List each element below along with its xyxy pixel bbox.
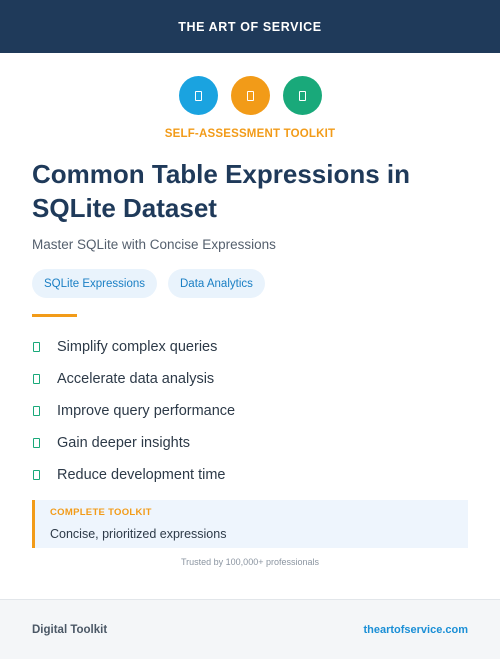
eyebrow-label: SELF-ASSESSMENT TOOLKIT (164, 128, 336, 140)
callout-box: COMPLETE TOOLKIT Concise, prioritized ex… (32, 500, 468, 548)
tag-data-analytics: Data Analytics (168, 269, 265, 298)
top-banner: THE ART OF SERVICE (0, 0, 500, 53)
benefit-text: Accelerate data analysis (57, 371, 215, 387)
document-icon (298, 90, 306, 101)
benefit-text: Gain deeper insights (57, 435, 190, 451)
tag-sqlite-expressions: SQLite Expressions (32, 269, 157, 298)
brand-name: THE ART OF SERVICE (178, 19, 322, 34)
document-icon (194, 90, 202, 101)
callout-text: Concise, prioritized expressions (50, 527, 227, 541)
document-icon (246, 90, 254, 101)
accent-divider (32, 314, 77, 317)
green-circle-icon (282, 76, 322, 115)
subtitle: Master SQLite with Concise Expressions (32, 237, 276, 252)
footer-label: Digital Toolkit (32, 623, 108, 636)
footer: Digital Toolkit theartofservice.com (0, 599, 500, 659)
blue-circle-icon (178, 76, 218, 115)
icon-row (0, 76, 500, 115)
callout-label: COMPLETE TOOLKIT (50, 507, 152, 518)
trusted-note: Trusted by 100,000+ professionals (180, 557, 319, 567)
benefit-list: Simplify complex queries Accelerate data… (32, 331, 235, 491)
check-icon (33, 470, 40, 480)
benefit-text: Improve query performance (57, 403, 236, 419)
list-item: Gain deeper insights (32, 427, 235, 459)
benefit-text: Simplify complex queries (57, 339, 218, 355)
website-link[interactable]: theartofservice.com (363, 623, 468, 636)
benefit-text: Reduce development time (57, 467, 226, 483)
check-icon (33, 374, 40, 384)
tag-list: SQLite Expressions Data Analytics (32, 269, 265, 298)
check-icon (33, 342, 40, 352)
list-item: Accelerate data analysis (32, 363, 235, 395)
list-item: Simplify complex queries (32, 331, 235, 363)
list-item: Reduce development time (32, 459, 235, 491)
list-item: Improve query performance (32, 395, 235, 427)
orange-circle-icon (230, 76, 270, 115)
check-icon (33, 406, 40, 416)
check-icon (33, 438, 40, 448)
page-title: Common Table Expressions in SQLite Datas… (32, 159, 411, 223)
